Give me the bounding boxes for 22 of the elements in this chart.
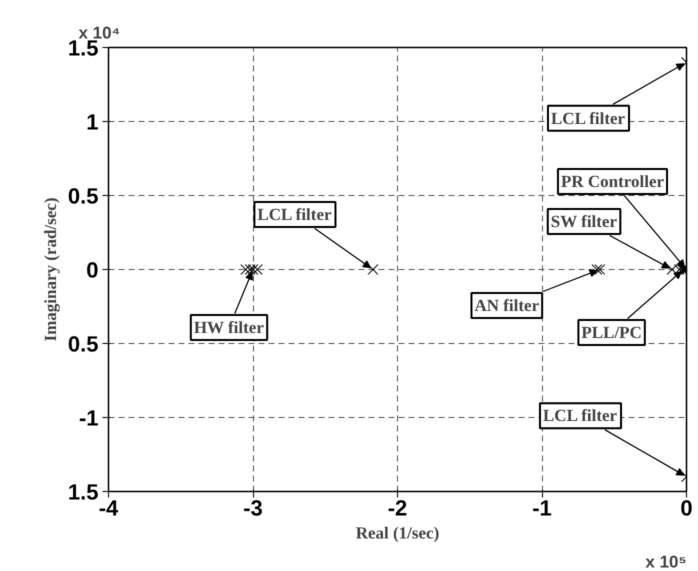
- x-axis-title: Real (1/sec): [356, 524, 440, 542]
- annotation: HW filter: [194, 318, 264, 337]
- x-tick-label: -2: [388, 496, 408, 520]
- annotation: SW filter: [550, 212, 618, 231]
- y-tick-label: 1.5: [68, 480, 99, 504]
- x-tick-label: -1: [532, 496, 552, 520]
- y-tick-label: 0.5: [68, 332, 99, 356]
- x-tick-label: -3: [243, 496, 263, 520]
- annotation: PLL/PC: [581, 323, 642, 342]
- y-axis-title: Imaginary (rad/sec): [40, 197, 60, 342]
- y-tick-label: -1: [78, 406, 98, 430]
- y-tick-label: 1: [86, 110, 99, 134]
- annotation: PR Controller: [560, 172, 664, 191]
- y-tick-label: 0: [86, 258, 99, 282]
- x-tick-label: 0: [680, 496, 693, 520]
- annotation: AN filter: [474, 296, 540, 315]
- annotation: LCL filter: [542, 406, 618, 426]
- y-tick-label: 0.5: [68, 184, 99, 208]
- x-tick-label: -4: [98, 496, 120, 520]
- annotation: LCL filter: [257, 205, 332, 224]
- text: x 10⁵: [645, 552, 687, 571]
- annotation: LCL filter: [550, 108, 626, 128]
